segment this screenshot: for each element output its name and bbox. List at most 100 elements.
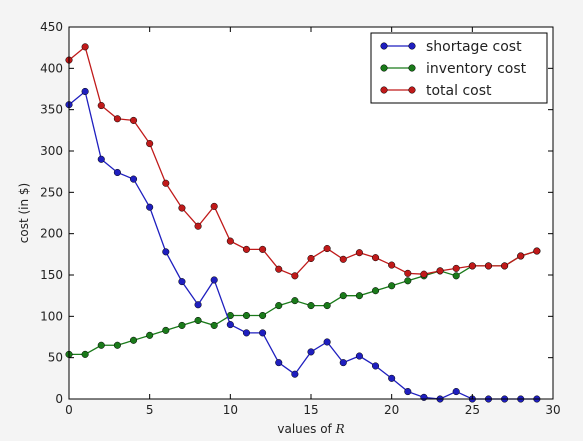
data-point [113,168,121,177]
data-point [113,341,121,349]
data-point [97,101,105,110]
data-point [371,287,380,295]
data-point [113,115,121,123]
legend-marker [380,64,388,72]
legend-marker [380,86,388,94]
y-axis-label: cost (in $) [17,183,31,243]
data-point [420,393,428,401]
data-point [162,179,170,187]
legend-entry: shortage cost [380,39,522,55]
data-point [226,321,234,329]
x-axis-label-variable: R [335,422,345,436]
data-point [162,248,170,256]
data-point [452,264,460,272]
y-tick-label: 350 [40,103,63,117]
data-point [146,331,154,339]
data-point [81,87,89,96]
x-tick-label: 15 [303,403,318,417]
data-point [371,362,380,370]
data-point [355,249,363,257]
data-point [291,297,299,305]
legend-marker [408,86,416,94]
y-tick-label: 450 [40,20,63,34]
data-point [517,252,525,260]
y-tick-label: 200 [40,227,63,241]
data-point [307,302,315,310]
x-tick-label: 0 [65,403,73,417]
plot-frame [68,26,554,400]
data-point [162,326,170,334]
data-point [146,203,154,211]
data-point [468,262,476,270]
y-tick-label: 50 [48,351,63,365]
data-point [355,292,363,300]
data-point [323,338,331,346]
legend-entry: inventory cost [380,61,527,77]
data-point [210,202,218,210]
x-tick-label: 20 [384,403,399,417]
data-point [242,329,251,337]
data-point [307,254,315,263]
data-point [97,155,105,163]
y-tick-label: 0 [55,392,63,406]
x-axis-label: values of R [277,422,344,436]
data-point [307,348,315,356]
data-point [388,374,396,382]
data-point [194,316,202,325]
data-point [259,329,267,337]
data-point [259,311,267,320]
data-point [242,311,251,320]
data-point [242,245,251,253]
data-point [339,292,347,300]
x-tick-label: 5 [146,403,154,417]
data-point [388,282,396,290]
data-point [355,352,363,360]
data-point [129,116,138,124]
data-point [404,269,412,277]
data-point [484,262,493,270]
data-point [533,247,541,255]
data-point [323,244,331,253]
data-point [404,388,412,396]
data-point [291,272,299,280]
data-point [210,321,218,329]
y-tick-label: 250 [40,185,63,199]
data-point [129,175,138,183]
data-point [339,359,347,367]
series-total-cost [65,43,541,280]
data-point [323,302,331,310]
x-tick-label: 25 [465,403,480,417]
legend: shortage cost inventory cost total cost [370,32,548,104]
data-point [275,359,283,367]
data-point [388,261,396,269]
legend-label: shortage cost [426,39,522,55]
legend-label: total cost [426,83,492,99]
data-point [404,277,412,285]
x-tick-label: 10 [223,403,238,417]
data-point [501,262,509,270]
data-point [81,43,89,51]
data-point [194,222,202,230]
data-point [194,301,202,309]
data-point [129,336,138,344]
data-point [97,341,105,349]
y-tick-label: 100 [40,309,63,323]
y-tick-label: 150 [40,268,63,282]
data-point [210,276,218,284]
data-point [259,245,267,253]
data-point [420,270,428,278]
legend-marker [380,42,388,50]
y-tick-label: 300 [40,144,63,158]
y-tick-label: 400 [40,61,63,75]
data-point [452,388,460,396]
data-point [178,278,186,286]
data-point [452,272,460,280]
legend-marker [408,64,416,72]
data-point [436,267,444,275]
data-point [339,255,347,263]
data-point [371,254,380,262]
data-point [178,204,186,212]
data-point [81,350,89,358]
